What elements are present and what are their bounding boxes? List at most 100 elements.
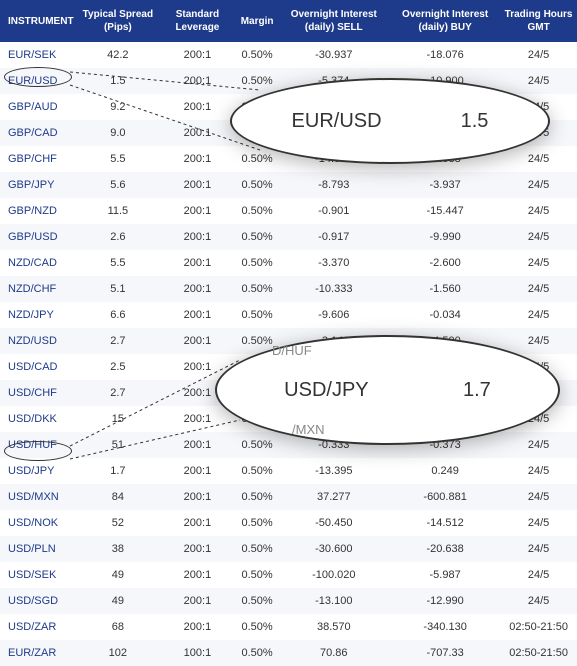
cell-leverage: 200:1 — [158, 224, 237, 250]
cell-buy: -340.130 — [390, 614, 500, 640]
cell-hours: 24/5 — [500, 250, 577, 276]
cell-hours: 24/5 — [500, 484, 577, 510]
cell-leverage: 200:1 — [158, 68, 237, 94]
cell-instrument: USD/ZAR — [0, 614, 78, 640]
cell-instrument: USD/SEK — [0, 562, 78, 588]
cell-sell: -9.606 — [277, 302, 390, 328]
cell-buy: -600.881 — [390, 484, 500, 510]
cell-hours: 24/5 — [500, 536, 577, 562]
cell-sell: -13.100 — [277, 588, 390, 614]
cell-leverage: 200:1 — [158, 94, 237, 120]
cell-spread: 2.7 — [78, 328, 159, 354]
cell-buy: -4.500 — [390, 328, 500, 354]
cell-margin: 0.50% — [237, 94, 278, 120]
table-row: USD/CHF2.7200:10.50%-11.826-1.10424/5 — [0, 380, 577, 406]
cell-margin: 0.50% — [237, 640, 278, 666]
cell-margin: 0.50% — [237, 198, 278, 224]
cell-margin: 0.50% — [237, 68, 278, 94]
cell-sell: -14.549 — [277, 146, 390, 172]
cell-leverage: 200:1 — [158, 406, 237, 432]
cell-leverage: 200:1 — [158, 588, 237, 614]
col-buy: Overnight Interest (daily) BUY — [390, 0, 500, 42]
cell-instrument: NZD/CAD — [0, 250, 78, 276]
cell-margin: 0.50% — [237, 328, 278, 354]
cell-spread: 9.2 — [78, 94, 159, 120]
table-body: EUR/SEK42.2200:10.50%-30.937-18.07624/5E… — [0, 42, 577, 666]
cell-sell: -50.450 — [277, 510, 390, 536]
cell-instrument: NZD/USD — [0, 328, 78, 354]
cell-hours: 24/5 — [500, 328, 577, 354]
cell-spread: 5.5 — [78, 146, 159, 172]
cell-buy: -2.600 — [390, 250, 500, 276]
cell-hours: 24/5 — [500, 302, 577, 328]
cell-instrument: USD/CAD — [0, 354, 78, 380]
cell-buy: -1.104 — [390, 380, 500, 406]
cell-hours: 24/5 — [500, 146, 577, 172]
table-row: EUR/SEK42.2200:10.50%-30.937-18.07624/5 — [0, 42, 577, 68]
cell-sell: -3.370 — [277, 250, 390, 276]
cell-leverage: 200:1 — [158, 432, 237, 458]
cell-margin: 0.50% — [237, 380, 278, 406]
cell-margin: 0.50% — [237, 42, 278, 68]
cell-leverage: 200:1 — [158, 250, 237, 276]
cell-spread: 5.1 — [78, 276, 159, 302]
cell-spread: 49 — [78, 588, 159, 614]
cell-margin: 0.50% — [237, 432, 278, 458]
cell-hours: 02:50-21:50 — [500, 614, 577, 640]
cell-hours: 24/5 — [500, 198, 577, 224]
cell-instrument: USD/JPY — [0, 458, 78, 484]
cell-buy: -14.512 — [390, 510, 500, 536]
cell-sell: -8.793 — [277, 172, 390, 198]
cell-buy: -0.373 — [390, 432, 500, 458]
cell-instrument: GBP/NZD — [0, 198, 78, 224]
cell-spread: 5.5 — [78, 250, 159, 276]
cell-margin: 0.50% — [237, 588, 278, 614]
cell-buy: -12.990 — [390, 588, 500, 614]
cell-margin: 0.50% — [237, 146, 278, 172]
cell-hours: 24/5 — [500, 120, 577, 146]
cell-leverage: 200:1 — [158, 536, 237, 562]
cell-spread: 2.7 — [78, 380, 159, 406]
cell-leverage: 100:1 — [158, 640, 237, 666]
table-row: NZD/USD2.7200:10.50%-3.140-4.50024/5 — [0, 328, 577, 354]
cell-hours: 24/5 — [500, 276, 577, 302]
table-row: USD/PLN38200:10.50%-30.600-20.63824/5 — [0, 536, 577, 562]
cell-instrument: USD/NOK — [0, 510, 78, 536]
cell-sell: 70.86 — [277, 640, 390, 666]
cell-hours: 24/5 — [500, 94, 577, 120]
cell-spread: 84 — [78, 484, 159, 510]
cell-buy: -15.447 — [390, 198, 500, 224]
cell-leverage: 200:1 — [158, 354, 237, 380]
col-sell: Overnight Interest (daily) SELL — [277, 0, 390, 42]
cell-hours: 24/5 — [500, 406, 577, 432]
table-row: USD/HUF51200:10.50%-0.333-0.37324/5 — [0, 432, 577, 458]
cell-buy: -0.034 — [390, 302, 500, 328]
cell-sell: -11.826 — [277, 380, 390, 406]
cell-margin: 0.50% — [237, 224, 278, 250]
cell-buy: -5.987 — [390, 562, 500, 588]
cell-leverage: 200:1 — [158, 562, 237, 588]
cell-hours: 24/5 — [500, 588, 577, 614]
cell-sell: -30.937 — [277, 42, 390, 68]
cell-sell: -10.333 — [277, 276, 390, 302]
cell-buy: 0.249 — [390, 458, 500, 484]
cell-spread: 38 — [78, 536, 159, 562]
cell-buy: -10.700 — [390, 406, 500, 432]
table-row: EUR/USD1.5200:10.50%-5.374-10.90024/5 — [0, 68, 577, 94]
cell-margin: 0.50% — [237, 302, 278, 328]
table-row: USD/SGD49200:10.50%-13.100-12.99024/5 — [0, 588, 577, 614]
cell-buy: -3.937 — [390, 172, 500, 198]
cell-leverage: 200:1 — [158, 380, 237, 406]
cell-hours: 24/5 — [500, 68, 577, 94]
cell-leverage: 200:1 — [158, 172, 237, 198]
col-instrument: INSTRUMENT — [0, 0, 78, 42]
cell-leverage: 200:1 — [158, 146, 237, 172]
cell-margin: 0.50% — [237, 406, 278, 432]
cell-leverage: 200:1 — [158, 198, 237, 224]
table-row: NZD/CAD5.5200:10.50%-3.370-2.60024/5 — [0, 250, 577, 276]
cell-margin: 0.50% — [237, 120, 278, 146]
cell-instrument: USD/MXN — [0, 484, 78, 510]
cell-spread: 102 — [78, 640, 159, 666]
cell-buy: -707.33 — [390, 640, 500, 666]
cell-instrument: EUR/SEK — [0, 42, 78, 68]
